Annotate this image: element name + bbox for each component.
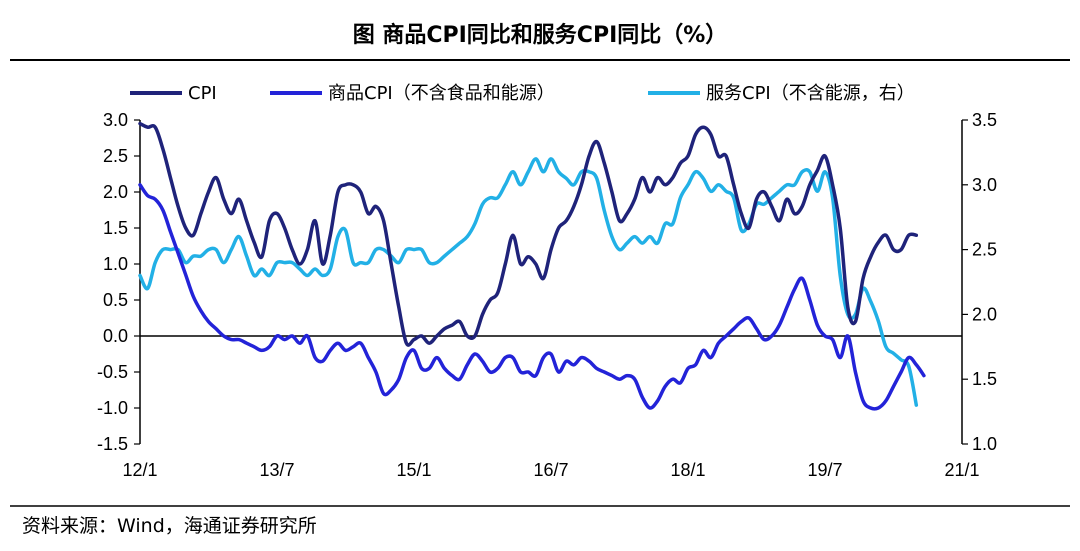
left-tick-label: 2.0	[103, 182, 128, 202]
left-tick-label: 0.0	[103, 326, 128, 346]
right-tick-label: 3.5	[972, 110, 997, 130]
series-lines	[138, 121, 926, 411]
legend-label-services-cpi: 服务CPI（不含能源，右）	[706, 83, 915, 104]
left-tick-label: 1.5	[103, 218, 128, 238]
left-tick-label: 2.5	[103, 146, 128, 166]
left-tick-label: -1.5	[97, 434, 128, 454]
legend-label-goods-cpi: 商品CPI（不含食品和能源）	[328, 83, 555, 104]
left-tick-label: 0.5	[103, 290, 128, 310]
legend: CPI 商品CPI（不含食品和能源） 服务CPI（不含能源，右）	[130, 83, 915, 104]
left-tick-label: 3.0	[103, 110, 128, 130]
x-tick-label: 15/1	[396, 460, 431, 480]
legend-label-cpi: CPI	[188, 83, 217, 104]
left-tick-label: -0.5	[97, 362, 128, 382]
x-tick-label: 18/1	[670, 460, 705, 480]
right-axis: 3.5 3.0 2.5 2.0 1.5 1.0	[962, 110, 997, 454]
left-tick-label: 1.0	[103, 254, 128, 274]
services-cpi-line	[138, 157, 919, 407]
right-tick-label: 1.5	[972, 369, 997, 389]
right-tick-label: 2.5	[972, 240, 997, 260]
x-tick-label: 12/1	[122, 460, 157, 480]
x-tick-label: 16/7	[533, 460, 568, 480]
axis-lines	[139, 120, 963, 444]
cpi-line	[138, 121, 919, 347]
right-tick-label: 2.0	[972, 304, 997, 324]
chart-title: 图 商品CPI同比和服务CPI同比（%）	[353, 22, 728, 48]
x-tick-label: 19/7	[807, 460, 842, 480]
x-tick-label: 21/1	[944, 460, 979, 480]
goods-cpi-line	[138, 183, 926, 411]
left-tick-label: -1.0	[97, 398, 128, 418]
left-axis: 3.0 2.5 2.0 1.5 1.0 0.5 0.0 -0.5 -1.0 -1.5	[97, 110, 140, 454]
source-note: 资料来源：Wind，海通证券研究所	[22, 515, 317, 537]
x-tick-label: 13/7	[259, 460, 294, 480]
right-tick-label: 1.0	[972, 434, 997, 454]
right-tick-label: 3.0	[972, 175, 997, 195]
x-axis: 12/1 13/7 15/1 16/7 18/1 19/7 21/1	[122, 460, 979, 480]
